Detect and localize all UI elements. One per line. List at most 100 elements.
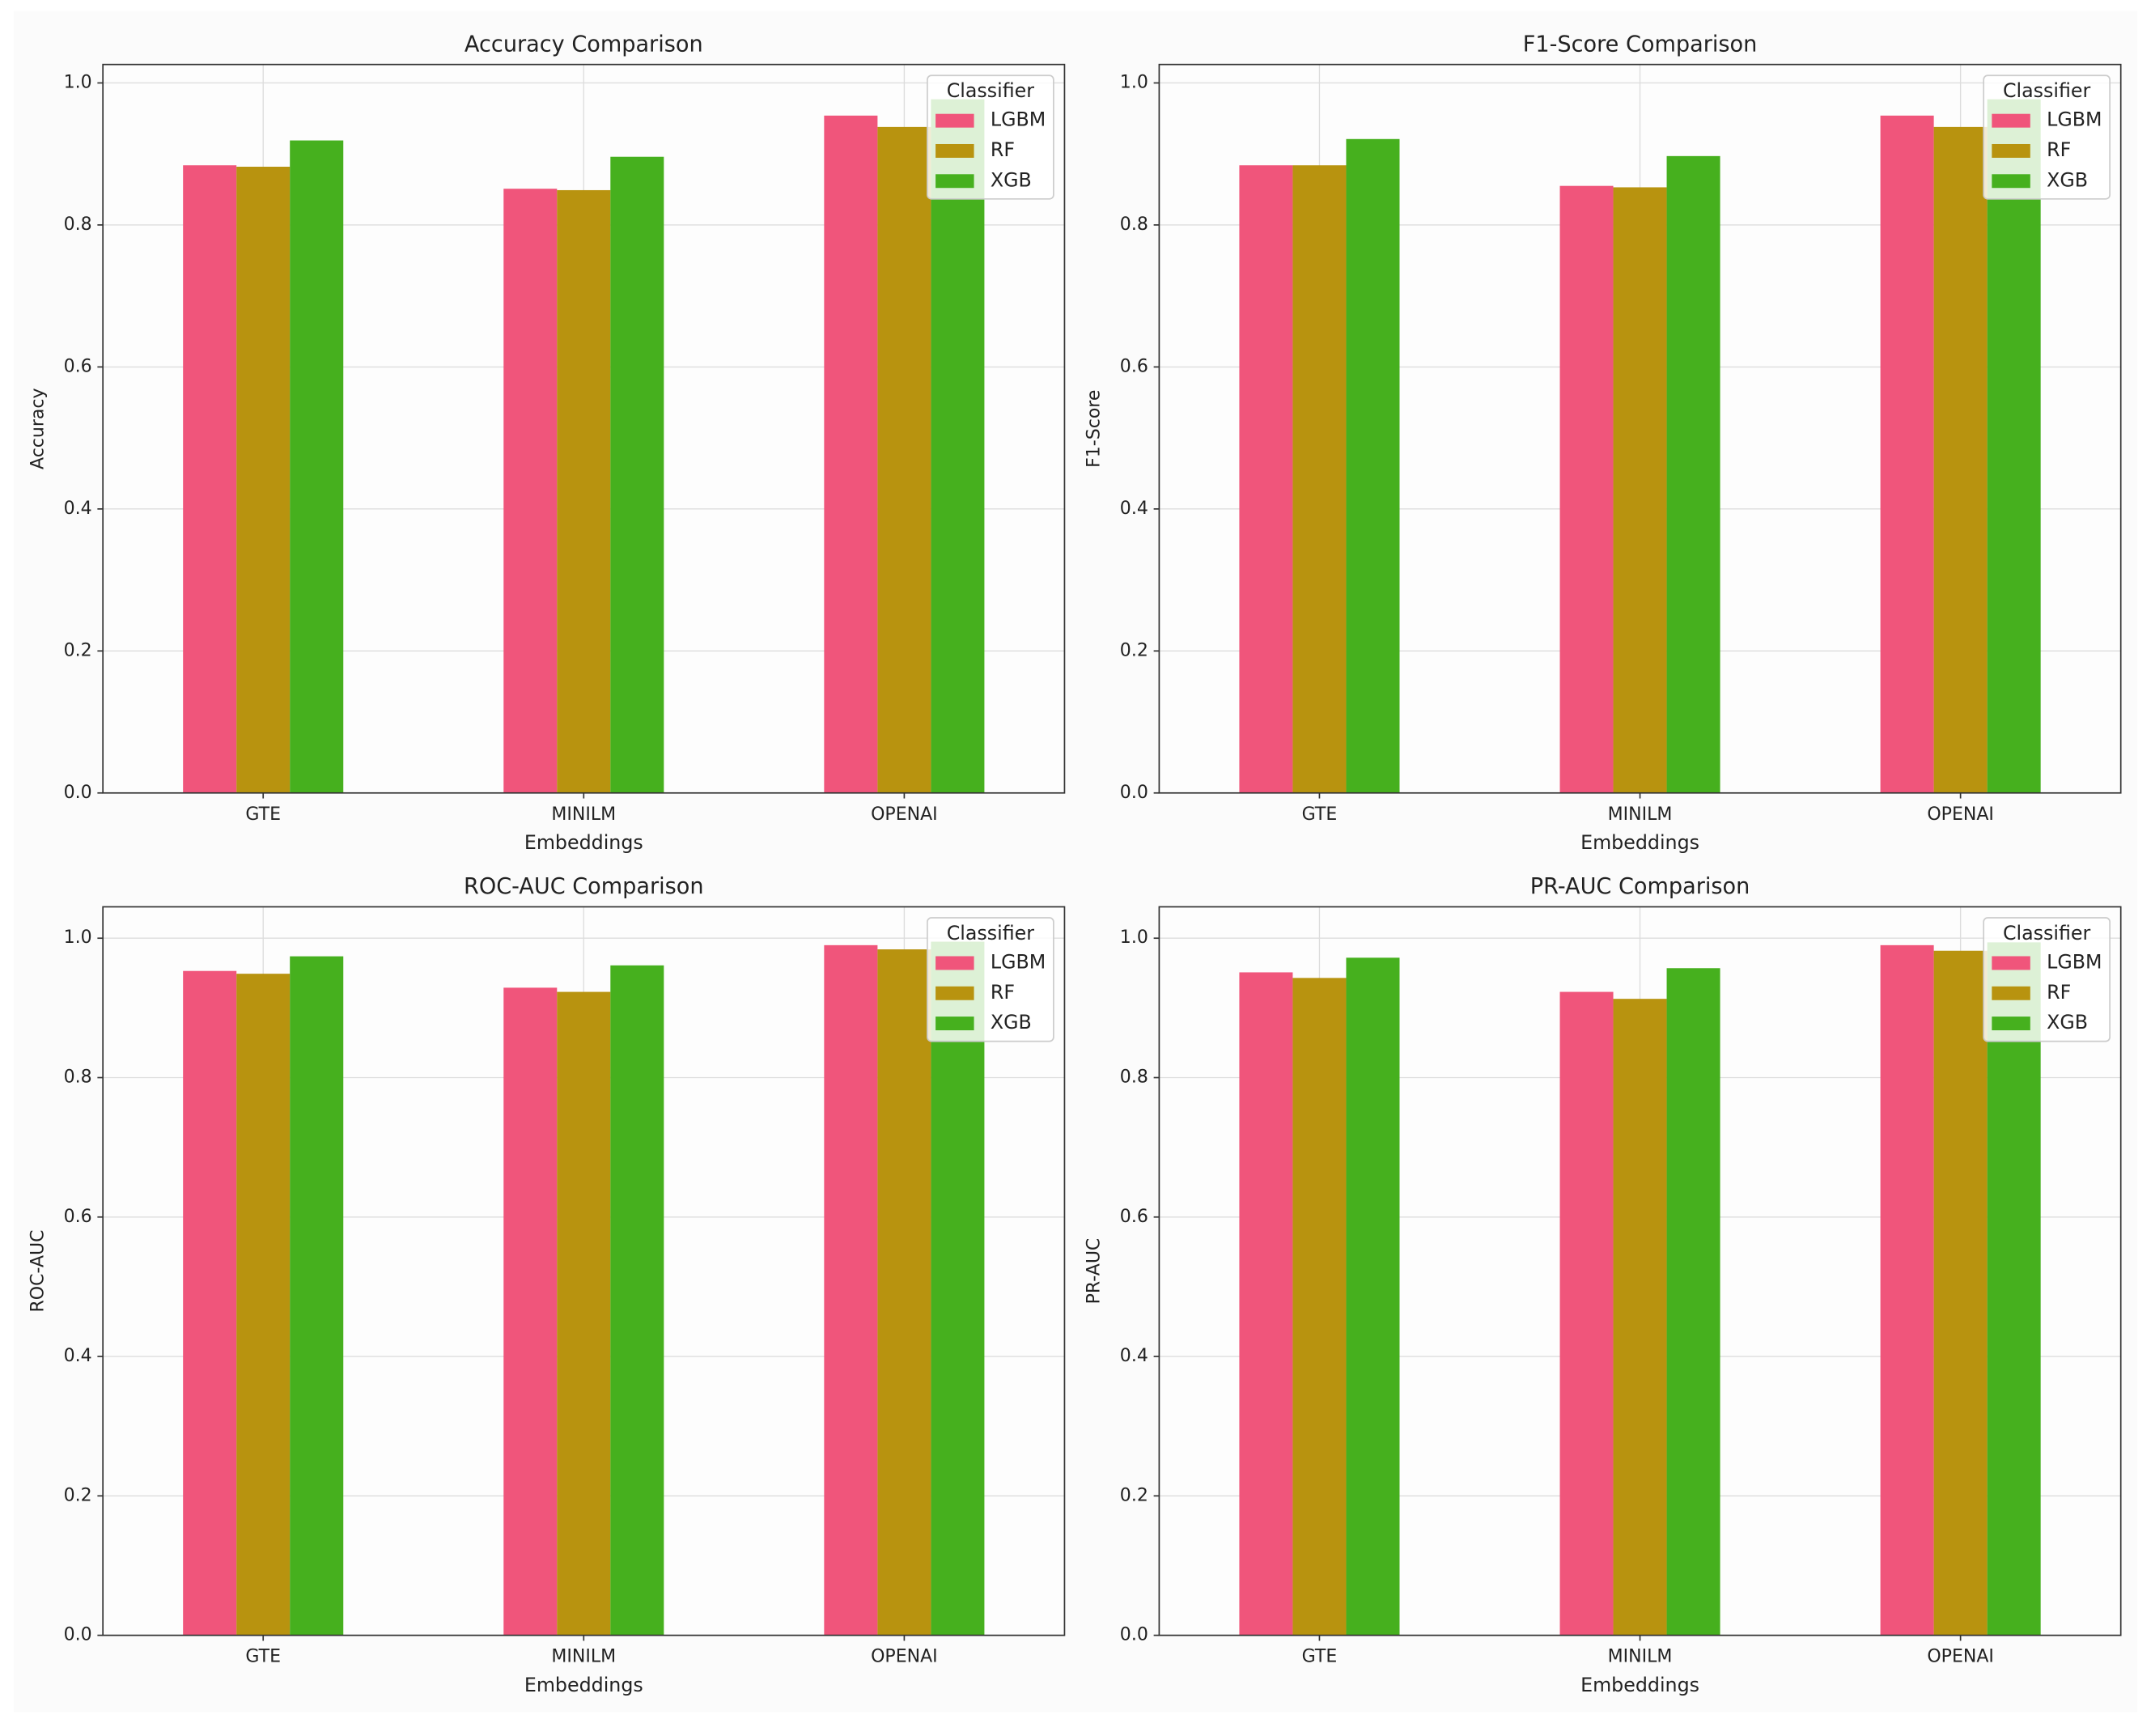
x-tick-label: OPENAI bbox=[1927, 804, 1994, 825]
legend-box bbox=[1983, 74, 2111, 200]
y-tick-label: 0.2 bbox=[1120, 640, 1148, 660]
legend-label: RF bbox=[991, 138, 1015, 161]
bar bbox=[1987, 99, 2041, 793]
legend-label: RF bbox=[2047, 138, 2071, 161]
y-tick-label: 1.0 bbox=[1120, 927, 1148, 948]
x-tick-label: MINILM bbox=[1608, 1647, 1673, 1667]
legend-label: RF bbox=[991, 981, 1015, 1004]
legend-swatch bbox=[935, 174, 974, 189]
legend-label: LGBM bbox=[991, 950, 1046, 973]
legend-label: XGB bbox=[2047, 1011, 2088, 1034]
y-tick-label: 0.2 bbox=[1120, 1485, 1148, 1505]
bar bbox=[290, 140, 344, 793]
y-tick-label: 0.8 bbox=[1120, 1067, 1148, 1088]
bar bbox=[1239, 165, 1293, 793]
y-tick-label: 0.4 bbox=[1120, 1346, 1148, 1366]
legend-swatch bbox=[1992, 143, 2030, 158]
y-axis-label: ROC-AUC bbox=[28, 1230, 48, 1313]
legend-label: LGBM bbox=[991, 108, 1046, 131]
y-tick-label: 0.0 bbox=[1120, 1625, 1148, 1645]
chart-title: Accuracy Comparison bbox=[465, 32, 703, 57]
bar bbox=[1292, 978, 1347, 1636]
y-tick-label: 0.0 bbox=[64, 1625, 92, 1645]
x-axis-label: Embeddings bbox=[1580, 1674, 1699, 1696]
axes-frame bbox=[1158, 63, 2122, 794]
axes-frame bbox=[102, 906, 1066, 1636]
y-tick-label: 1.0 bbox=[64, 72, 92, 92]
bar bbox=[1933, 950, 1988, 1636]
x-tick-label: OPENAI bbox=[871, 804, 938, 825]
y-tick-label: 0.4 bbox=[1120, 499, 1148, 519]
bar bbox=[503, 189, 558, 793]
legend-swatch bbox=[1992, 956, 2030, 970]
bar bbox=[1559, 185, 1614, 793]
bar bbox=[1346, 138, 1400, 793]
y-tick-label: 0.2 bbox=[64, 640, 92, 660]
y-tick-label: 0.8 bbox=[64, 214, 92, 235]
y-tick-label: 1.0 bbox=[64, 927, 92, 948]
bar bbox=[236, 974, 291, 1636]
legend-title: Classifier bbox=[2003, 79, 2091, 102]
y-tick-label: 0.6 bbox=[64, 356, 92, 376]
subplot: 0.0 0.2 0.4 0.6 0.8 1.0 GTE MINILM OPENAI Accurac… bbox=[28, 32, 1066, 854]
legend-label: XGB bbox=[991, 1011, 1032, 1034]
bar bbox=[1613, 999, 1667, 1636]
bar bbox=[1559, 991, 1614, 1636]
legend-label: LGBM bbox=[2047, 108, 2102, 131]
y-axis-label: PR-AUC bbox=[1084, 1238, 1105, 1305]
bar bbox=[610, 965, 664, 1636]
x-tick-label: GTE bbox=[245, 804, 281, 825]
x-tick-label: GTE bbox=[1302, 1647, 1338, 1667]
bar bbox=[557, 991, 611, 1636]
subplot: 0.0 0.2 0.4 0.6 0.8 1.0 GTE MINILM OPENAI ROC-AUC… bbox=[28, 874, 1066, 1696]
bar bbox=[1346, 957, 1400, 1636]
axes-frame bbox=[1158, 906, 2122, 1636]
bar bbox=[824, 944, 878, 1636]
x-tick-label: GTE bbox=[245, 1647, 281, 1667]
legend-swatch bbox=[935, 113, 974, 128]
bar bbox=[183, 970, 237, 1636]
legend-box bbox=[1983, 917, 2111, 1042]
legend-box bbox=[927, 917, 1054, 1042]
legend-label: XGB bbox=[991, 168, 1032, 191]
legend-title: Classifier bbox=[947, 922, 1035, 944]
bar bbox=[610, 156, 664, 793]
bar bbox=[557, 189, 611, 793]
bar bbox=[236, 167, 291, 793]
legend-box bbox=[927, 74, 1054, 200]
bar bbox=[1239, 972, 1293, 1636]
y-tick-label: 0.6 bbox=[1120, 356, 1148, 376]
x-axis-label: Embeddings bbox=[524, 1674, 643, 1696]
legend-swatch bbox=[1992, 1017, 2030, 1031]
bar bbox=[931, 941, 985, 1636]
bar bbox=[877, 126, 931, 793]
bar bbox=[183, 165, 237, 793]
y-tick-label: 0.6 bbox=[1120, 1207, 1148, 1227]
x-tick-label: MINILM bbox=[551, 1647, 616, 1667]
x-tick-label: MINILM bbox=[1608, 804, 1673, 825]
y-axis-label: F1-Score bbox=[1084, 390, 1105, 468]
subplot: 0.0 0.2 0.4 0.6 0.8 1.0 GTE MINILM OPENAI F1-Scor… bbox=[1084, 32, 2122, 854]
legend-swatch bbox=[935, 956, 974, 970]
bar bbox=[877, 949, 931, 1636]
legend-swatch bbox=[1992, 986, 2030, 1000]
x-axis-label: Embeddings bbox=[1580, 831, 1699, 854]
bar bbox=[1292, 165, 1347, 793]
bar bbox=[1666, 155, 1720, 793]
chart-title: F1-Score Comparison bbox=[1523, 32, 1757, 57]
legend-swatch bbox=[935, 1017, 974, 1031]
legend-swatch bbox=[1992, 113, 2030, 128]
axes-frame bbox=[102, 63, 1066, 794]
bar bbox=[1613, 187, 1667, 793]
y-tick-label: 0.0 bbox=[1120, 783, 1148, 803]
bar bbox=[824, 115, 878, 793]
bar bbox=[503, 987, 558, 1636]
subplot: 0.0 0.2 0.4 0.6 0.8 1.0 GTE MINILM OPENAI PR-AUC … bbox=[1084, 874, 2122, 1696]
bar bbox=[1880, 944, 1934, 1636]
y-tick-label: 0.4 bbox=[64, 499, 92, 519]
bar bbox=[931, 99, 985, 793]
legend-label: LGBM bbox=[2047, 950, 2102, 973]
y-tick-label: 1.0 bbox=[1120, 72, 1148, 92]
y-tick-label: 0.2 bbox=[64, 1485, 92, 1505]
